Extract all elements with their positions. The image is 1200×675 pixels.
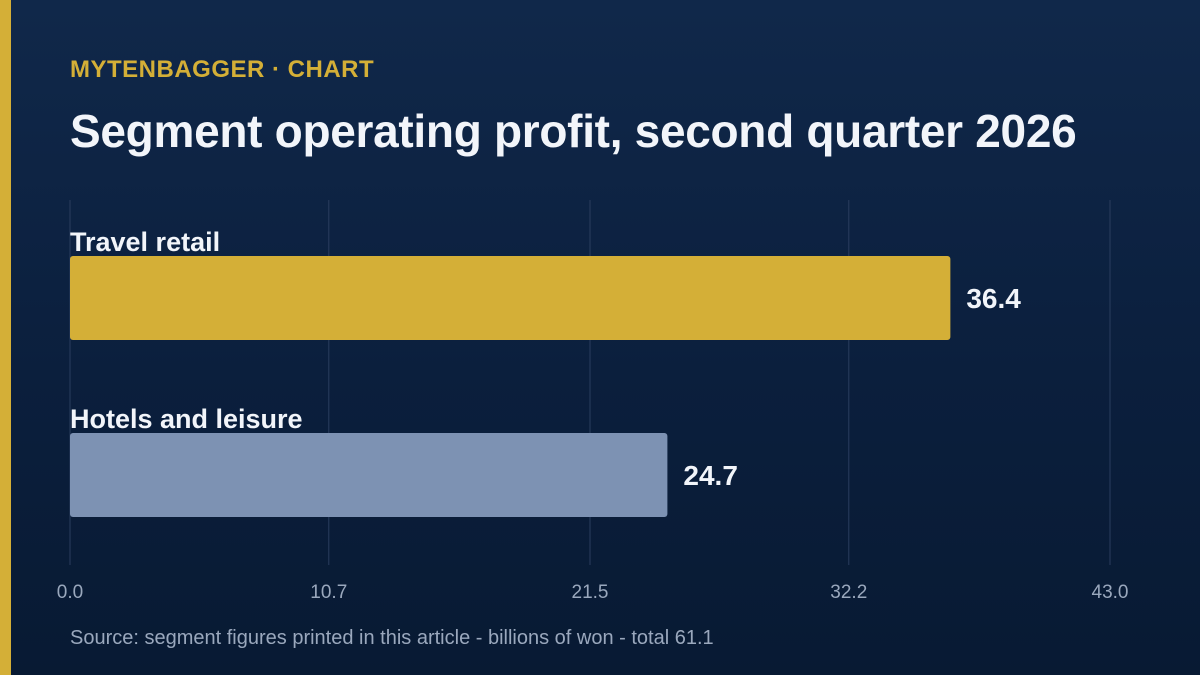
- x-tick-label: 43.0: [1092, 582, 1129, 603]
- value-label: 36.4: [966, 283, 1021, 314]
- x-tick-label: 21.5: [572, 582, 609, 603]
- category-label: Hotels and leisure: [70, 404, 303, 434]
- category-label: Travel retail: [70, 227, 220, 257]
- brand-label: MYTENBAGGER · CHART: [70, 56, 375, 83]
- bar: [70, 256, 951, 340]
- chart-title: Segment operating profit, second quarter…: [70, 105, 1077, 157]
- x-tick-label: 32.2: [830, 582, 867, 603]
- accent-strip: [0, 0, 11, 675]
- x-tick-label: 10.7: [310, 582, 347, 603]
- value-label: 24.7: [683, 460, 738, 491]
- source-note: Source: segment figures printed in this …: [70, 627, 714, 649]
- x-tick-label: 0.0: [57, 582, 83, 603]
- bar: [70, 433, 668, 517]
